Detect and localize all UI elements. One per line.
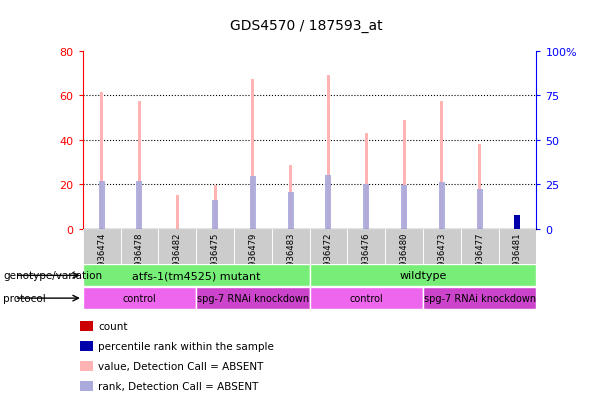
Bar <box>121 229 158 264</box>
Text: GSM936478: GSM936478 <box>135 232 144 280</box>
Bar <box>234 229 272 264</box>
Text: percentile rank within the sample: percentile rank within the sample <box>98 341 274 351</box>
Bar <box>478 145 481 229</box>
Bar <box>365 134 368 229</box>
Bar <box>250 177 256 229</box>
Bar <box>516 218 519 229</box>
Bar <box>251 79 254 229</box>
Bar <box>83 287 196 309</box>
Text: count: count <box>98 321 128 331</box>
Bar <box>514 215 520 229</box>
Text: protocol: protocol <box>3 293 46 304</box>
Text: atfs-1(tm4525) mutant: atfs-1(tm4525) mutant <box>132 271 261 281</box>
Bar <box>326 176 332 229</box>
Bar <box>401 186 407 229</box>
Bar <box>196 287 310 309</box>
Bar <box>287 193 294 229</box>
Bar <box>461 229 498 264</box>
Bar <box>137 181 142 229</box>
Text: GSM936483: GSM936483 <box>286 232 295 280</box>
Bar <box>212 201 218 229</box>
Text: GSM936482: GSM936482 <box>173 232 182 280</box>
Bar <box>99 181 105 229</box>
Bar <box>83 265 310 287</box>
Bar <box>498 229 536 264</box>
Bar <box>403 121 406 229</box>
Text: GSM936476: GSM936476 <box>362 232 371 280</box>
Bar <box>310 229 348 264</box>
Text: control: control <box>123 293 156 304</box>
Text: rank, Detection Call = ABSENT: rank, Detection Call = ABSENT <box>98 381 259 391</box>
Bar <box>327 76 330 229</box>
Text: GDS4570 / 187593_at: GDS4570 / 187593_at <box>230 19 383 33</box>
Bar <box>423 287 536 309</box>
Text: GSM936480: GSM936480 <box>400 232 409 280</box>
Text: GSM936477: GSM936477 <box>475 232 484 280</box>
Bar <box>272 229 310 264</box>
Text: GSM936473: GSM936473 <box>437 232 446 280</box>
Bar <box>310 287 423 309</box>
Text: GSM936481: GSM936481 <box>513 232 522 280</box>
Text: control: control <box>349 293 383 304</box>
Bar <box>213 186 216 229</box>
Bar <box>196 229 234 264</box>
Bar <box>138 102 141 229</box>
Text: wildtype: wildtype <box>399 271 447 281</box>
Text: genotype/variation: genotype/variation <box>3 271 102 281</box>
Bar <box>385 229 423 264</box>
Bar <box>364 185 369 229</box>
Bar <box>440 102 443 229</box>
Text: GSM936479: GSM936479 <box>248 232 257 280</box>
Text: GSM936472: GSM936472 <box>324 232 333 280</box>
Bar <box>310 265 536 287</box>
Bar <box>100 93 103 229</box>
Bar <box>477 189 482 229</box>
Text: GSM936475: GSM936475 <box>210 232 219 280</box>
Bar <box>439 183 445 229</box>
Bar <box>176 196 179 229</box>
Text: spg-7 RNAi knockdown: spg-7 RNAi knockdown <box>424 293 536 304</box>
Bar <box>289 166 292 229</box>
Bar <box>423 229 461 264</box>
Bar <box>158 229 196 264</box>
Bar <box>83 229 121 264</box>
Bar <box>348 229 385 264</box>
Text: GSM936474: GSM936474 <box>97 232 106 280</box>
Text: spg-7 RNAi knockdown: spg-7 RNAi knockdown <box>197 293 309 304</box>
Text: value, Detection Call = ABSENT: value, Detection Call = ABSENT <box>98 361 264 371</box>
